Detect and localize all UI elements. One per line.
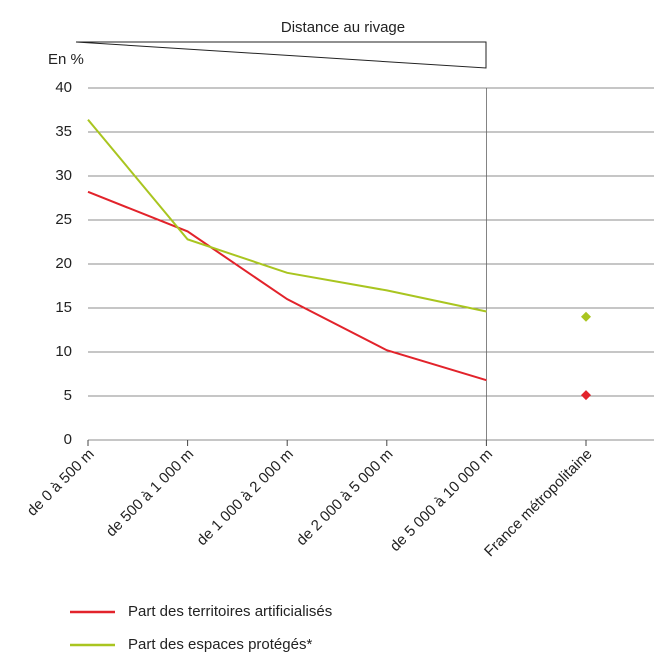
x-tick-label: de 0 à 500 m <box>24 446 98 520</box>
x-tick-label: de 500 à 1 000 m <box>103 446 198 541</box>
legend-label: Part des espaces protégés* <box>128 636 312 653</box>
x-tick-label: de 1 000 à 2 000 m <box>193 446 296 549</box>
legend-label: Part des territoires artificialisés <box>128 603 332 620</box>
y-axis-label: En % <box>48 51 84 68</box>
line <box>87 190 487 382</box>
y-tick-label: 25 <box>55 211 72 228</box>
distance-wedge <box>75 41 487 69</box>
y-tick-label: 40 <box>55 79 72 96</box>
y-tick-label: 0 <box>64 431 72 448</box>
x-tick-label: de 2 000 à 5 000 m <box>293 446 396 549</box>
y-tick-label: 20 <box>55 255 72 272</box>
y-tick-label: 35 <box>55 123 72 140</box>
y-tick-label: 10 <box>55 343 72 360</box>
header: Distance au rivage <box>281 19 405 36</box>
x-tick-label: France métropolitaine <box>481 446 596 561</box>
y-tick-label: 5 <box>64 387 72 404</box>
x-tick-label: de 5 000 à 10 000 m <box>387 446 496 555</box>
marker <box>581 390 591 401</box>
marker <box>581 311 591 322</box>
y-tick-label: 15 <box>55 299 72 316</box>
line <box>87 119 487 313</box>
y-tick-label: 30 <box>55 167 72 184</box>
